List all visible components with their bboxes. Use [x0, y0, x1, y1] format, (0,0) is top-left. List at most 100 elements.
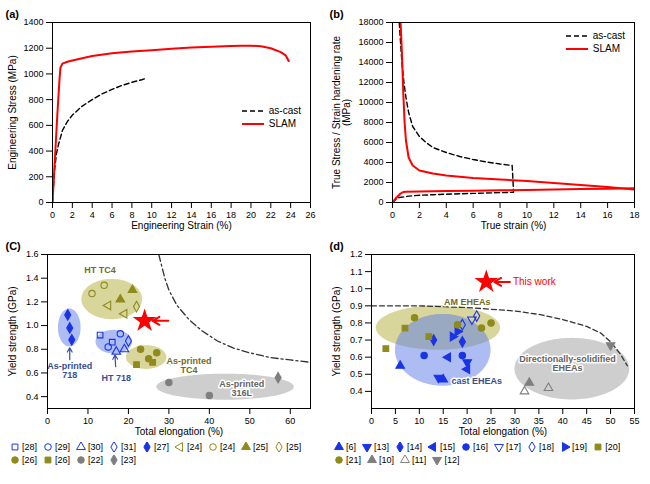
svg-text:20: 20: [123, 416, 133, 426]
svg-text:10: 10: [522, 210, 532, 220]
svg-text:4: 4: [444, 210, 449, 220]
svg-text:0: 0: [50, 210, 55, 220]
svg-text:cast EHEAs: cast EHEAs: [451, 376, 502, 386]
svg-text:(b): (b): [330, 8, 344, 20]
svg-text:20: 20: [462, 416, 472, 426]
svg-text:0: 0: [45, 416, 50, 426]
svg-text:12: 12: [549, 210, 559, 220]
svg-text:25: 25: [486, 416, 496, 426]
html-text:SLAM: SLAM: [268, 118, 296, 129]
svg-text:12000: 12000: [358, 77, 383, 87]
svg-text:0.4: 0.4: [350, 386, 363, 396]
svg-text:30: 30: [510, 416, 520, 426]
svg-text:True strain (%): True strain (%): [481, 220, 547, 231]
svg-text:6000: 6000: [363, 137, 383, 147]
svg-text:(d): (d): [330, 240, 344, 252]
svg-text:1.0: 1.0: [350, 284, 363, 294]
svg-text:1000: 1000: [23, 69, 43, 79]
svg-text:0: 0: [378, 197, 383, 207]
svg-text:45: 45: [582, 416, 592, 426]
svg-text:18: 18: [226, 210, 236, 220]
svg-text:35: 35: [534, 416, 544, 426]
svg-text:400: 400: [28, 146, 43, 156]
svg-text:As-printedTC4: As-printedTC4: [167, 356, 212, 375]
svg-text:10: 10: [147, 210, 157, 220]
svg-text:6: 6: [471, 210, 476, 220]
svg-text:16: 16: [206, 210, 216, 220]
svg-text:10: 10: [83, 416, 93, 426]
svg-text:10: 10: [414, 416, 424, 426]
svg-text:0: 0: [369, 416, 374, 426]
svg-text:55: 55: [629, 416, 639, 426]
svg-text:1.2: 1.2: [350, 249, 363, 259]
svg-text:4: 4: [90, 210, 95, 220]
svg-text:22: 22: [266, 210, 276, 220]
svg-text:24: 24: [286, 210, 296, 220]
svg-text:30: 30: [164, 416, 174, 426]
svg-text:0.8: 0.8: [350, 318, 363, 328]
svg-text:0: 0: [38, 197, 43, 207]
svg-text:12: 12: [167, 210, 177, 220]
svg-text:HT 718: HT 718: [102, 373, 132, 383]
svg-text:Yield strength (GPa): Yield strength (GPa): [7, 286, 18, 376]
svg-text:14: 14: [576, 210, 586, 220]
svg-text:1400: 1400: [23, 17, 43, 27]
svg-text:200: 200: [28, 172, 43, 182]
svg-text:Yield strength (GPa): Yield strength (GPa): [331, 286, 342, 376]
svg-text:50: 50: [606, 416, 616, 426]
svg-text:10000: 10000: [358, 97, 383, 107]
svg-text:(a): (a): [6, 8, 20, 20]
svg-text:20: 20: [246, 210, 256, 220]
svg-text:4000: 4000: [363, 157, 383, 167]
svg-text:Engineering Stress (MPa): Engineering Stress (MPa): [7, 55, 18, 170]
svg-text:8: 8: [498, 210, 503, 220]
svg-text:This work: This work: [513, 276, 557, 287]
svg-text:8: 8: [129, 210, 134, 220]
svg-text:Engineering Strain (%): Engineering Strain (%): [131, 220, 232, 231]
svg-text:2000: 2000: [363, 177, 383, 187]
svg-text:AM EHEAs: AM EHEAs: [444, 297, 491, 307]
svg-text:0.4: 0.4: [26, 392, 39, 402]
svg-text:16000: 16000: [358, 37, 383, 47]
svg-text:0.7: 0.7: [350, 335, 363, 345]
svg-text:1.4: 1.4: [26, 273, 39, 283]
svg-text:26: 26: [305, 210, 315, 220]
svg-text:True Stress / Strain hardening: True Stress / Strain hardening rate(MPa): [331, 36, 352, 189]
html-text:as-cast: as-cast: [268, 105, 301, 116]
svg-text:14: 14: [186, 210, 196, 220]
svg-text:6: 6: [110, 210, 115, 220]
svg-text:15: 15: [438, 416, 448, 426]
svg-text:0.6: 0.6: [350, 352, 363, 362]
svg-text:As-printed718: As-printed718: [47, 361, 92, 380]
svg-text:Total elongation (%): Total elongation (%): [135, 426, 223, 437]
svg-text:5: 5: [393, 416, 398, 426]
svg-text:0.8: 0.8: [26, 344, 39, 354]
svg-text:0.6: 0.6: [26, 368, 39, 378]
svg-text:2: 2: [70, 210, 75, 220]
svg-text:Total elongation (%): Total elongation (%): [459, 426, 547, 437]
svg-text:60: 60: [285, 416, 295, 426]
svg-text:1.0: 1.0: [26, 320, 39, 330]
svg-text:16: 16: [603, 210, 613, 220]
svg-text:2: 2: [417, 210, 422, 220]
svg-text:1.1: 1.1: [350, 266, 363, 276]
svg-text:600: 600: [28, 120, 43, 130]
svg-text:1200: 1200: [23, 43, 43, 53]
svg-text:0: 0: [390, 210, 395, 220]
svg-text:50: 50: [245, 416, 255, 426]
svg-text:0.5: 0.5: [350, 369, 363, 379]
svg-text:As-printed316L: As-printed316L: [219, 379, 264, 398]
svg-text:(C): (C): [6, 240, 22, 252]
svg-text:1.6: 1.6: [26, 249, 39, 259]
svg-text:Directionally-solidifiedEHEAs: Directionally-solidifiedEHEAs: [519, 354, 616, 373]
svg-text:HT TC4: HT TC4: [84, 265, 116, 275]
svg-text:0.9: 0.9: [350, 301, 363, 311]
svg-text:800: 800: [28, 95, 43, 105]
svg-text:1.2: 1.2: [26, 297, 39, 307]
svg-text:40: 40: [558, 416, 568, 426]
svg-text:8000: 8000: [363, 117, 383, 127]
svg-text:14000: 14000: [358, 57, 383, 67]
svg-text:40: 40: [204, 416, 214, 426]
svg-text:18000: 18000: [358, 17, 383, 27]
svg-text:18: 18: [629, 210, 639, 220]
